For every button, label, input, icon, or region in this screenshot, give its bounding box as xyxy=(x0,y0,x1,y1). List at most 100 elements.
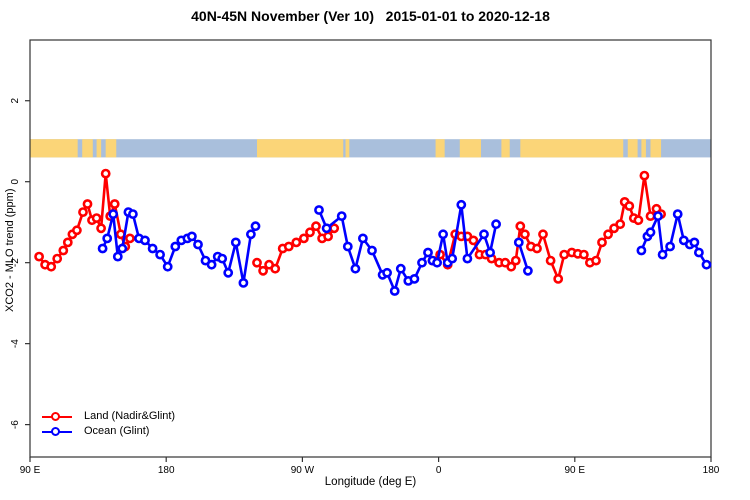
ocean-series-marker xyxy=(223,267,234,278)
ocean-series-marker xyxy=(417,257,427,268)
ocean-series-marker xyxy=(97,243,108,254)
ocean-series-marker xyxy=(112,251,123,262)
ocean-series-line xyxy=(517,241,530,273)
x-tick-label: 0 xyxy=(436,465,442,476)
ocean-series-marker xyxy=(389,286,400,296)
map-strip-land xyxy=(345,139,350,158)
land-series-marker xyxy=(468,235,479,246)
ocean-series-marker xyxy=(193,239,203,250)
ocean-series-marker xyxy=(689,237,700,248)
ocean-series-marker xyxy=(155,249,165,260)
ocean-series-marker xyxy=(636,245,647,256)
chart-title: 40N-45N November (Ver 10) 2015-01-01 to … xyxy=(191,8,550,24)
land-series-marker xyxy=(109,199,120,209)
land-series-marker xyxy=(252,257,262,268)
land-series-marker xyxy=(639,170,650,181)
land-series-marker xyxy=(258,265,268,276)
ocean-series-marker xyxy=(485,247,495,258)
plot-box xyxy=(29,39,712,458)
ocean-series-marker xyxy=(342,241,353,252)
land-series-marker xyxy=(270,263,281,274)
land-series-marker xyxy=(615,219,626,230)
ocean-series-marker xyxy=(350,263,361,274)
y-tick-label: -2 xyxy=(10,258,21,267)
ocean-series-marker xyxy=(653,211,663,221)
land-series-marker xyxy=(323,231,333,242)
land-series-marker xyxy=(283,241,294,252)
land-series-marker xyxy=(58,245,69,256)
land-series-marker xyxy=(91,213,102,223)
land-series-marker xyxy=(78,207,88,217)
x-tick-label: 90 E xyxy=(20,465,41,476)
x-tick-label: 180 xyxy=(703,465,720,476)
ocean-series-marker xyxy=(438,229,448,240)
ocean-series-marker xyxy=(672,209,683,219)
land-series-marker xyxy=(597,237,607,248)
legend-row-land: Land (Nadir&Glint) xyxy=(42,409,175,424)
land-series-marker xyxy=(510,255,521,266)
legend: Land (Nadir&Glint) Ocean (Glint) xyxy=(42,409,175,439)
ocean-series-marker xyxy=(162,261,173,272)
ocean-series-marker xyxy=(250,221,261,232)
land-series-marker xyxy=(298,233,309,244)
map-strip-land xyxy=(105,139,117,158)
ocean-series-marker xyxy=(456,199,467,210)
map-strip-land xyxy=(641,139,646,158)
ocean-series-marker xyxy=(367,245,377,256)
land-series-marker xyxy=(633,215,644,226)
land-series-marker xyxy=(645,211,656,221)
ocean-series-marker xyxy=(117,243,128,254)
land-series-marker xyxy=(532,243,542,254)
y-tick-label: -4 xyxy=(10,339,21,348)
land-series-marker xyxy=(538,229,548,240)
land-series-marker xyxy=(305,227,315,238)
ocean-series-marker xyxy=(102,233,113,244)
map-strip-land xyxy=(650,139,662,158)
legend-label-land: Land (Nadir&Glint) xyxy=(84,410,176,422)
ocean-series-marker xyxy=(230,237,241,248)
land-series-marker xyxy=(100,168,111,179)
land-series-marker xyxy=(62,237,73,248)
ocean-series-marker xyxy=(127,209,138,219)
ocean-series-marker xyxy=(423,247,433,258)
ocean-series-marker xyxy=(186,231,197,242)
map-strip-land xyxy=(435,139,445,158)
map-strip-land xyxy=(30,139,78,158)
land-series-marker xyxy=(559,249,570,260)
ocean-series-marker xyxy=(447,253,458,264)
map-strip-land xyxy=(520,139,624,158)
ocean-series-marker xyxy=(336,211,347,221)
map-strip-land xyxy=(627,139,638,158)
land-series-marker xyxy=(34,251,44,262)
ocean-series-marker xyxy=(462,253,473,264)
land-series-marker xyxy=(291,237,302,248)
x-tick-label: 180 xyxy=(158,465,175,476)
land-series-marker xyxy=(591,255,601,266)
ocean-series-marker xyxy=(432,257,442,268)
x-tick-label: 90 E xyxy=(565,465,586,476)
ocean-series-marker xyxy=(245,229,256,240)
ocean-series-marker xyxy=(395,263,406,274)
legend-label-ocean: Ocean (Glint) xyxy=(84,425,150,437)
x-tick-label: 90 W xyxy=(291,465,315,476)
map-strip-land xyxy=(501,139,510,158)
y-tick-label: 2 xyxy=(10,98,21,104)
ocean-series-marker xyxy=(238,277,249,288)
land-series-marker xyxy=(46,261,57,272)
ocean-series-marker xyxy=(357,233,368,244)
ocean-series-marker xyxy=(523,265,533,276)
land-series-marker xyxy=(82,199,93,209)
ocean-series-marker xyxy=(657,249,668,260)
ocean-series-marker xyxy=(701,259,712,270)
map-strip-land xyxy=(82,139,93,158)
ocean-series-marker xyxy=(382,267,392,278)
map-strip-land xyxy=(257,139,344,158)
ocean-series-marker xyxy=(108,209,119,219)
ocean-series-marker xyxy=(491,219,501,230)
ocean-series-marker xyxy=(645,227,656,238)
y-tick-label: 0 xyxy=(10,178,21,184)
ocean-series-marker xyxy=(321,223,332,234)
land-series-marker xyxy=(506,261,517,272)
ocean-series-marker xyxy=(314,205,324,215)
